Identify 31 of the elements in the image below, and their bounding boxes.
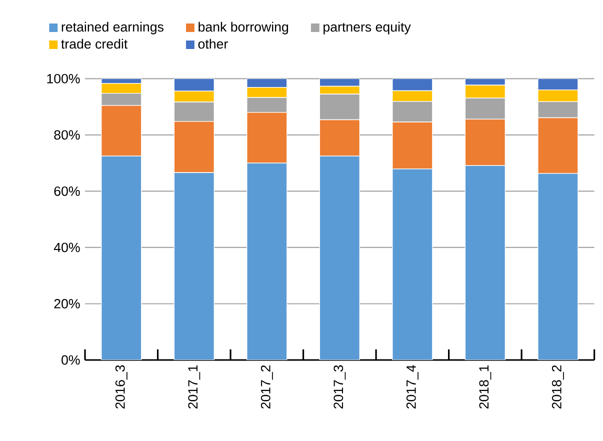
bar (319, 78, 360, 87)
legend-label: other (198, 38, 228, 49)
bar (392, 168, 433, 360)
bar (538, 78, 578, 90)
bar (174, 172, 214, 360)
y-tick-label: 20% (54, 299, 80, 308)
bar (174, 78, 214, 92)
legend-label: bank borrowing (198, 22, 288, 34)
x-tick-label: 2016_3 (115, 365, 128, 409)
bar (319, 156, 360, 360)
x-tick-label: 2018_1 (479, 365, 492, 409)
x-tick-label: 2017_1 (188, 365, 200, 409)
legend-label: trade credit (61, 38, 128, 49)
legend-label: partners equity (324, 22, 411, 34)
bar (464, 78, 506, 86)
bar (538, 173, 578, 360)
bar (392, 78, 433, 92)
y-tick-label: 40% (54, 242, 80, 252)
bar (246, 162, 288, 360)
x-tick-label: 2018_2 (552, 365, 564, 409)
y-tick-label: 0% (62, 355, 80, 365)
x-tick-label: 2017_4 (406, 365, 418, 409)
bar (101, 156, 142, 360)
x-tick-label: 2017_2 (260, 365, 273, 409)
bar (246, 78, 288, 88)
y-tick-label: 80% (54, 130, 80, 140)
bar (464, 165, 506, 360)
y-tick-label: 60% (54, 186, 80, 196)
legend-label: retained earnings (62, 22, 164, 34)
y-tick-label: 100% (47, 74, 80, 84)
x-tick-label: 2017_3 (334, 365, 346, 409)
